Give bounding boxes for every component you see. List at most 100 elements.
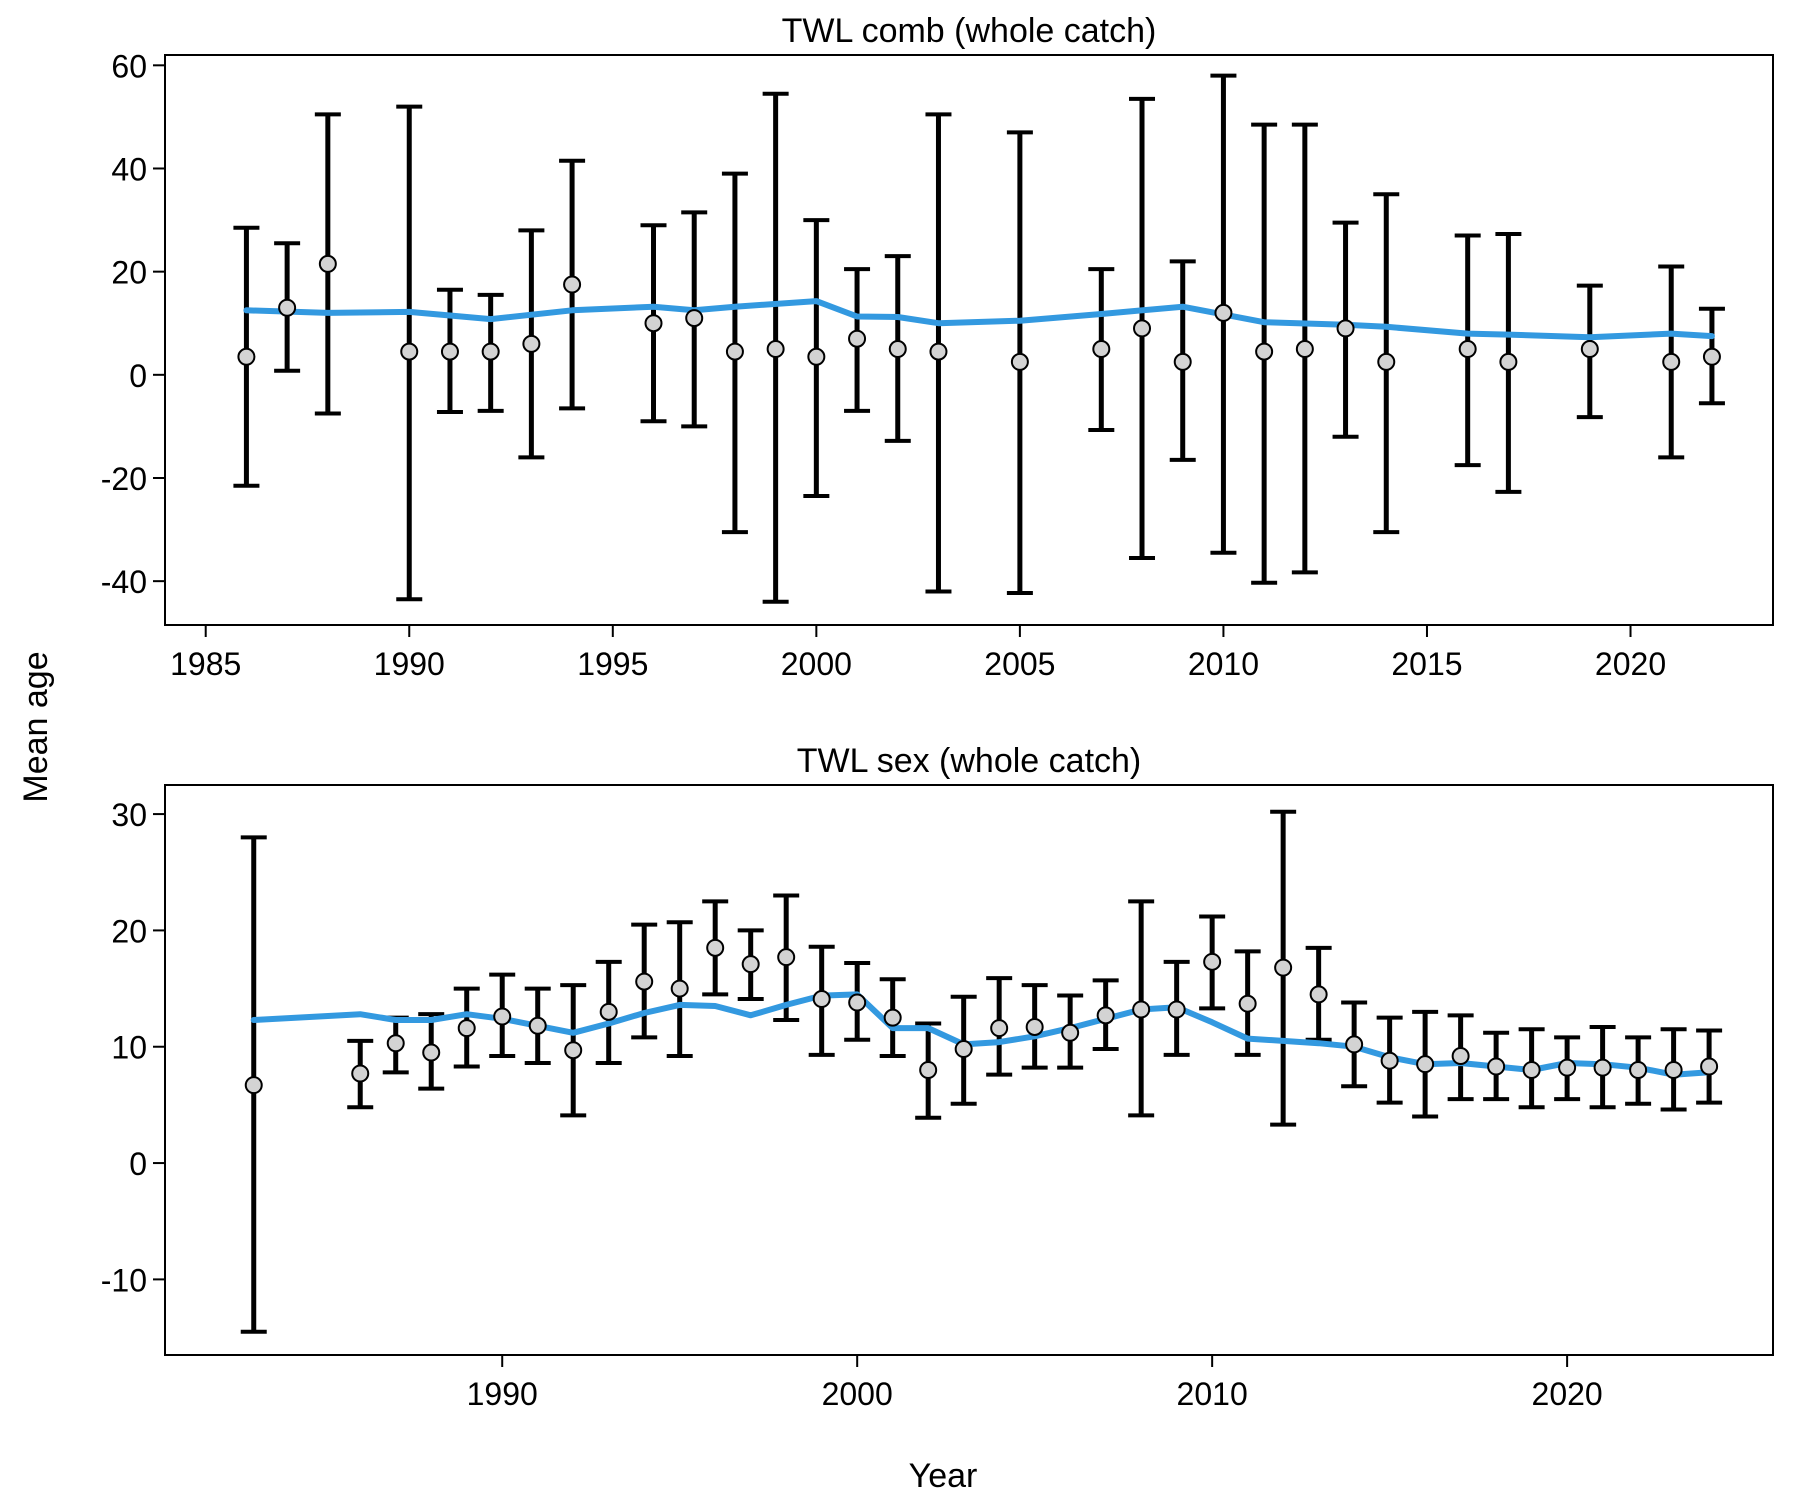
observed-point — [528, 1016, 547, 1035]
observed-point — [635, 972, 654, 991]
observed-point — [1203, 952, 1222, 971]
observed-point — [1167, 1000, 1186, 1019]
expected-line — [250, 991, 1713, 1078]
chart-title: TWL comb (whole catch) — [782, 12, 1157, 50]
panel-twl-comb: TWL comb (whole catch) -40 -20 0 20 40 60 1985 1… — [101, 12, 1774, 682]
observed-point — [1416, 1055, 1435, 1074]
y-tick-label: -10 — [101, 1262, 147, 1298]
chart-title: TWL sex (whole catch) — [797, 742, 1142, 780]
observed-point — [670, 979, 689, 998]
observed-point — [440, 342, 459, 361]
x-tick-label: 1990 — [467, 1376, 538, 1412]
observed-point — [237, 347, 256, 366]
observed-point — [481, 342, 500, 361]
observed-point — [244, 1076, 263, 1095]
observed-point — [1092, 340, 1111, 359]
observed-point — [848, 329, 867, 348]
observed-point — [1025, 1017, 1044, 1036]
observed-point — [812, 990, 831, 1009]
observed-point — [599, 1002, 618, 1021]
observed-point — [1061, 1023, 1080, 1042]
y-axis-label: Mean age — [17, 651, 55, 802]
observed-point — [1629, 1061, 1648, 1079]
observed-point — [1173, 352, 1192, 371]
observed-point — [1010, 352, 1029, 371]
observed-point — [457, 1019, 476, 1038]
panel-twl-sex: TWL sex (whole catch) -10 0 10 20 30 1990 2000 2… — [101, 742, 1774, 1412]
y-tick-label: -20 — [101, 461, 147, 497]
observed-point — [1499, 352, 1518, 371]
observed-point — [1295, 340, 1314, 359]
observed-point — [725, 342, 744, 361]
observed-point — [1380, 1051, 1399, 1070]
observed-point — [888, 340, 907, 359]
observed-point — [1593, 1058, 1612, 1077]
y-tick-label: 40 — [111, 151, 147, 187]
observed-point — [1662, 352, 1681, 371]
observed-point — [807, 347, 826, 366]
y-tick-label: 20 — [111, 913, 147, 949]
observed-point — [564, 1041, 583, 1060]
observed-point — [522, 334, 541, 353]
observed-point — [1345, 1035, 1364, 1054]
observed-point — [1309, 985, 1328, 1004]
observed-point — [1451, 1047, 1470, 1066]
observed-point — [563, 275, 582, 294]
observed-point — [1132, 1000, 1151, 1019]
observed-point — [351, 1064, 370, 1083]
x-tick-label: 2005 — [984, 646, 1055, 682]
observed-point — [1702, 347, 1721, 366]
x-tick-label: 2015 — [1391, 646, 1462, 682]
observed-point — [1096, 1006, 1115, 1025]
observed-point — [777, 948, 796, 967]
observed-point — [1700, 1057, 1719, 1076]
observed-point — [954, 1040, 973, 1059]
x-tick-label: 2010 — [1177, 1376, 1248, 1412]
observed-point — [706, 938, 725, 957]
observed-point — [1522, 1061, 1541, 1079]
plot-frame — [164, 784, 1774, 1356]
observed-point — [848, 993, 867, 1012]
observed-point — [318, 254, 337, 273]
observed-point — [1214, 303, 1233, 322]
observed-point — [1487, 1057, 1506, 1076]
y-tick-label: 10 — [111, 1030, 147, 1066]
x-tick-label: 1995 — [577, 646, 648, 682]
observed-point — [1274, 958, 1293, 977]
observed-point — [278, 298, 297, 317]
y-tick-label: 30 — [111, 797, 147, 833]
x-tick-label: 2010 — [1188, 646, 1259, 682]
observed-point — [685, 309, 704, 328]
observed-point — [1255, 342, 1274, 361]
observed-point — [1336, 319, 1355, 338]
observed-point — [1664, 1061, 1683, 1079]
observed-point — [1133, 319, 1152, 338]
x-tick-label: 2020 — [1532, 1376, 1603, 1412]
observed-point — [1580, 340, 1599, 359]
observed-point — [1238, 994, 1257, 1013]
observed-point — [644, 314, 663, 333]
observed-point — [400, 342, 419, 361]
y-tick-label: 60 — [111, 48, 147, 84]
observed-point — [1377, 352, 1396, 371]
plot-frame — [164, 54, 1774, 626]
y-tick-label: 0 — [129, 358, 147, 394]
observed-point — [422, 1043, 441, 1062]
x-tick-label: 2000 — [822, 1376, 893, 1412]
x-axis-label: Year — [909, 1457, 978, 1495]
observed-point — [741, 955, 760, 974]
observed-point — [883, 1008, 902, 1027]
x-tick-label: 1990 — [374, 646, 445, 682]
observed-point — [386, 1034, 405, 1053]
expected-line — [243, 298, 1715, 341]
x-tick-label: 2000 — [781, 646, 852, 682]
observed-point — [493, 1007, 512, 1026]
x-tick-label: 2020 — [1595, 646, 1666, 682]
y-tick-label: 0 — [129, 1146, 147, 1182]
observed-point — [1558, 1058, 1577, 1077]
observed-point — [766, 340, 785, 359]
observed-point — [990, 1019, 1009, 1038]
y-tick-label: 20 — [111, 255, 147, 291]
observed-point — [929, 342, 948, 361]
